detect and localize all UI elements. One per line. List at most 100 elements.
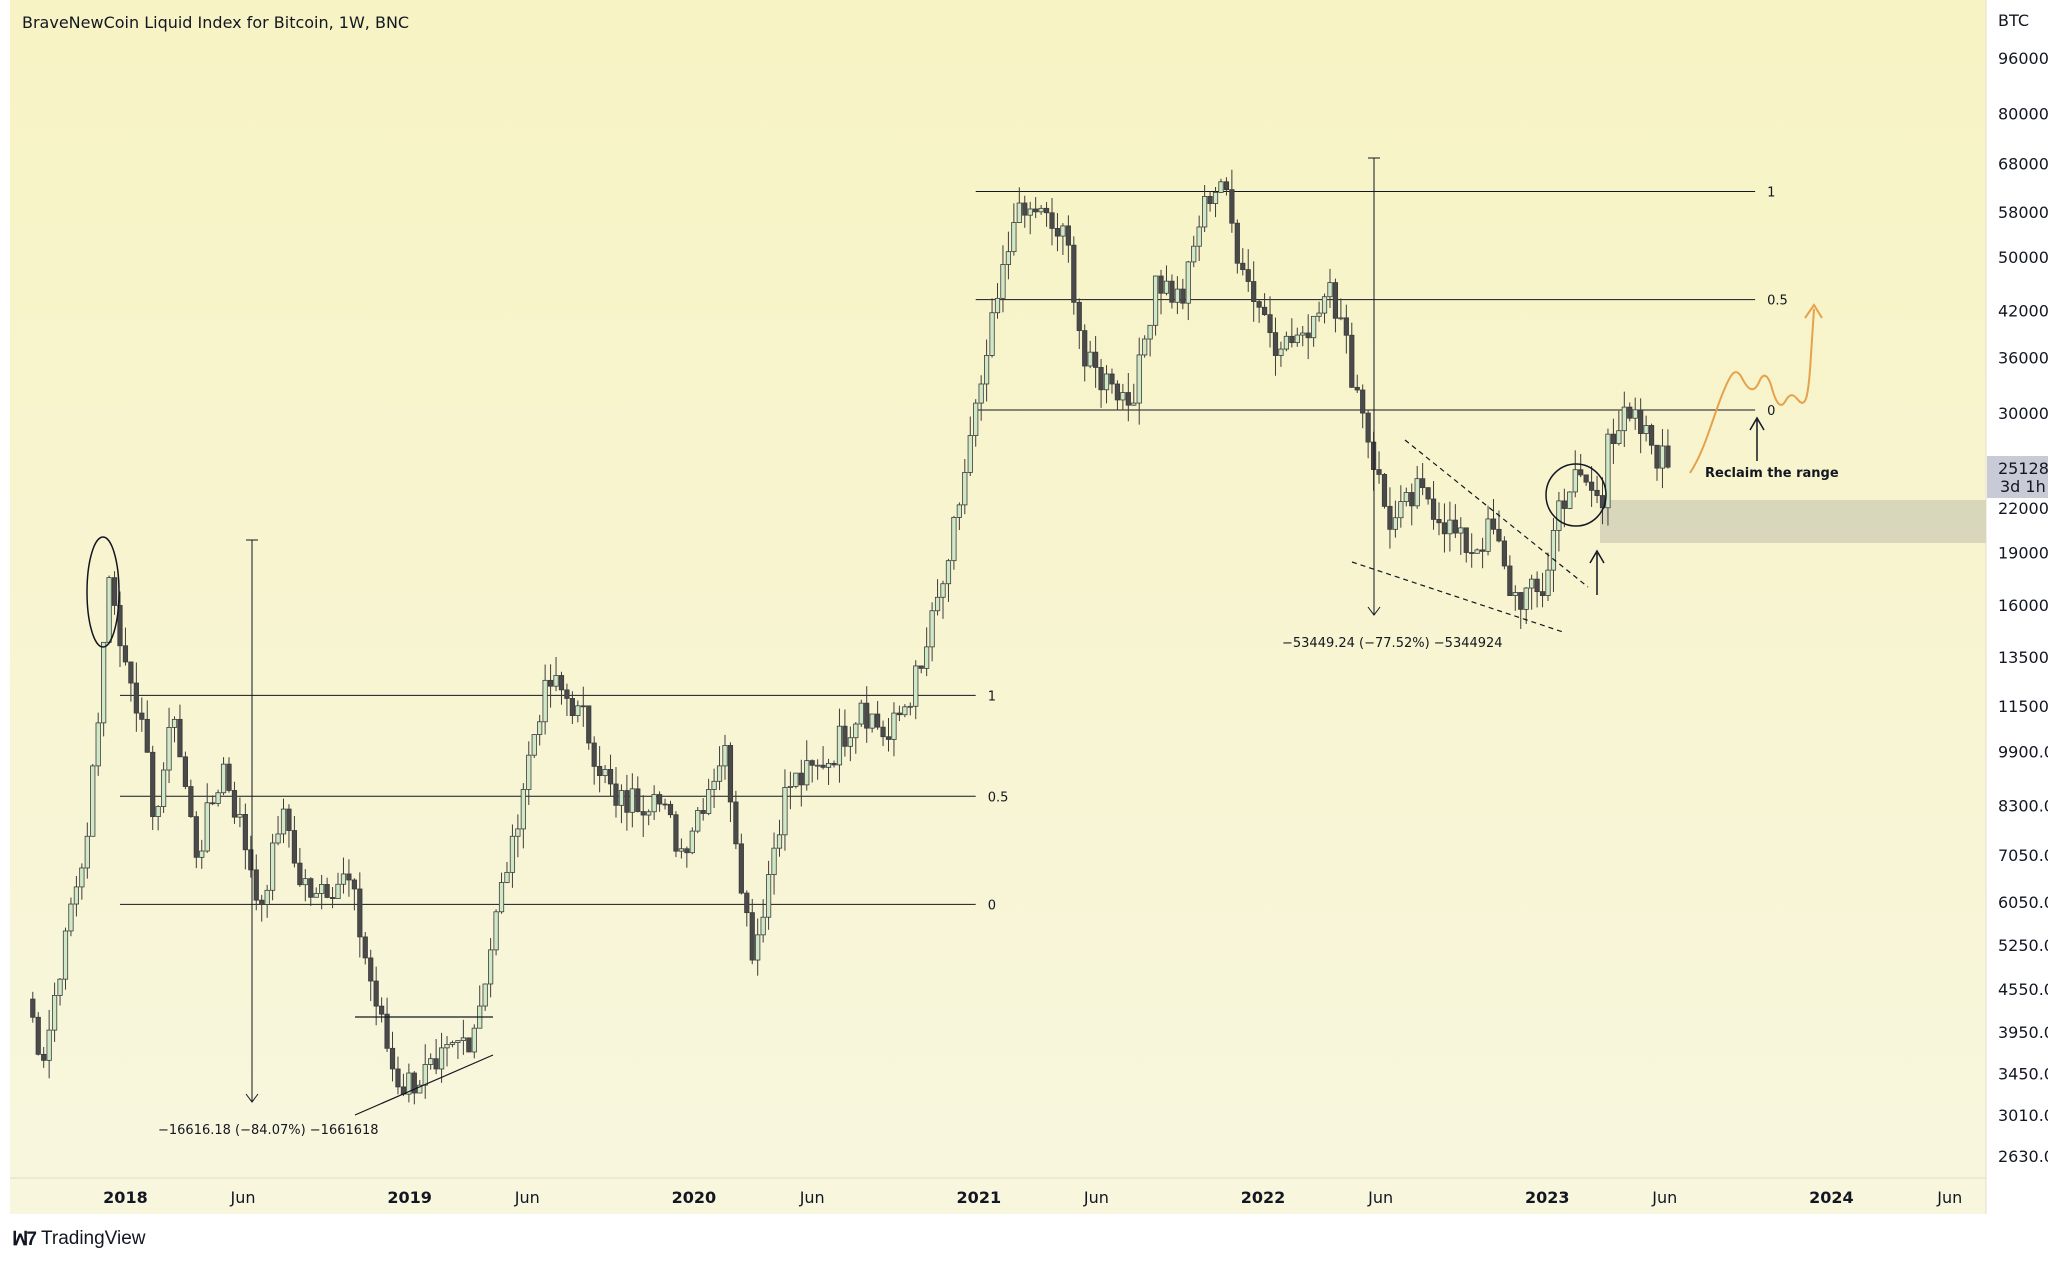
candle-body bbox=[166, 727, 172, 771]
fib-level-label: 0 bbox=[988, 898, 996, 913]
candle-body bbox=[618, 790, 625, 806]
candle-body bbox=[433, 1058, 439, 1070]
candle-body bbox=[591, 742, 597, 767]
candle-body bbox=[1196, 226, 1202, 247]
candle-body bbox=[1261, 306, 1268, 316]
candle-body bbox=[84, 835, 90, 869]
price-axis-panel[interactable] bbox=[1986, 0, 2048, 1178]
candle-body bbox=[760, 916, 766, 936]
candle-body bbox=[973, 402, 979, 436]
candle-body bbox=[1327, 282, 1333, 298]
candle-body bbox=[673, 814, 679, 852]
candle-body bbox=[1016, 202, 1022, 223]
price-tick-label: 96000. bbox=[1998, 49, 2048, 68]
price-tick-label: 50000. bbox=[1998, 248, 2048, 267]
candle-body bbox=[248, 849, 254, 871]
candle-body bbox=[111, 577, 118, 606]
breakout-circle-marker bbox=[1545, 463, 1607, 527]
candle-body bbox=[553, 675, 559, 687]
tradingview-brand[interactable]: ꟽ7 TradingView bbox=[12, 1226, 146, 1252]
candle-body bbox=[161, 769, 167, 807]
candle-body bbox=[150, 751, 156, 817]
candle-body bbox=[815, 764, 821, 767]
price-tick-label: 5250.0 bbox=[1998, 936, 2048, 955]
candle-body bbox=[1109, 373, 1115, 385]
candle-body bbox=[384, 1013, 390, 1049]
candle-body bbox=[1065, 225, 1071, 246]
candle-body bbox=[319, 884, 325, 894]
candle-body bbox=[1033, 208, 1039, 213]
candle-body bbox=[825, 762, 832, 768]
candle-body bbox=[139, 712, 145, 720]
candle-body bbox=[1447, 519, 1453, 535]
candle-body bbox=[1131, 402, 1137, 406]
candle-body bbox=[1169, 280, 1175, 303]
candle-body bbox=[1163, 280, 1170, 294]
candle-body bbox=[526, 754, 532, 790]
candle-body bbox=[646, 811, 652, 816]
candle-body bbox=[275, 833, 281, 844]
candle-body bbox=[836, 725, 843, 766]
candle-body bbox=[1632, 409, 1638, 419]
brand-name: TradingView bbox=[40, 1228, 146, 1249]
candle-body bbox=[1136, 354, 1142, 404]
candle-body bbox=[1267, 314, 1273, 334]
candle-body bbox=[302, 878, 308, 886]
candle-body bbox=[984, 355, 990, 385]
time-tick-label: 2019 bbox=[387, 1188, 432, 1207]
breakout-arrow-head bbox=[1589, 549, 1605, 564]
candle-body bbox=[340, 873, 347, 885]
candle-body bbox=[504, 871, 510, 883]
candle-body bbox=[193, 816, 199, 858]
fib-level-label: 0.5 bbox=[1767, 294, 1788, 309]
candle-body bbox=[373, 980, 379, 1007]
candle-body bbox=[1147, 324, 1153, 340]
candle-body bbox=[945, 560, 952, 585]
candle-body bbox=[95, 722, 101, 767]
candle-body bbox=[455, 1040, 461, 1043]
candle-body bbox=[242, 814, 248, 851]
candle-body bbox=[1152, 275, 1159, 326]
candle-body bbox=[624, 790, 630, 813]
candle-body bbox=[1043, 207, 1050, 214]
measure-label-2022: −53449.24 (−77.52%) −5344924 bbox=[1282, 636, 1503, 651]
candle-body bbox=[1360, 389, 1366, 414]
candle-body bbox=[875, 713, 881, 728]
candle-body bbox=[488, 949, 494, 985]
price-tick-label: 4550.0 bbox=[1998, 980, 2048, 999]
candle-body bbox=[809, 760, 815, 766]
candle-body bbox=[531, 734, 537, 756]
candle-body bbox=[537, 721, 543, 735]
candle-body bbox=[1071, 244, 1077, 303]
candle-body bbox=[1300, 332, 1306, 336]
candle-body bbox=[1142, 338, 1148, 356]
candle-body bbox=[1479, 549, 1486, 552]
price-tick-label: 30000. bbox=[1998, 404, 2048, 423]
current-price-badge[interactable]: 25128. 3d 1h bbox=[1987, 456, 2048, 498]
candle-body bbox=[259, 899, 265, 905]
candle-body bbox=[466, 1037, 472, 1053]
candle-body bbox=[891, 712, 897, 740]
candle-body bbox=[1229, 189, 1235, 224]
wedge-upper-line bbox=[1404, 439, 1589, 588]
price-tick-label: 22000. bbox=[1998, 499, 2048, 518]
candle-body bbox=[1011, 222, 1017, 253]
candle-body bbox=[1561, 500, 1567, 509]
candle-body bbox=[569, 698, 575, 717]
candle-body bbox=[1381, 474, 1388, 507]
candle-body bbox=[1643, 425, 1649, 434]
candle-body bbox=[787, 786, 793, 788]
tradingview-logo-icon: ꟽ7 bbox=[12, 1228, 37, 1250]
time-axis-panel[interactable] bbox=[10, 1178, 1986, 1214]
candle-body bbox=[853, 723, 859, 739]
candle-body bbox=[204, 802, 210, 852]
candle-body bbox=[1501, 540, 1507, 567]
candle-body bbox=[182, 756, 189, 787]
fib-level-label: 0 bbox=[1767, 404, 1775, 419]
candle-body bbox=[744, 892, 750, 914]
candle-body bbox=[226, 763, 232, 791]
candle-body bbox=[1240, 262, 1246, 271]
candle-body bbox=[716, 765, 723, 782]
candle-body bbox=[1458, 527, 1464, 534]
